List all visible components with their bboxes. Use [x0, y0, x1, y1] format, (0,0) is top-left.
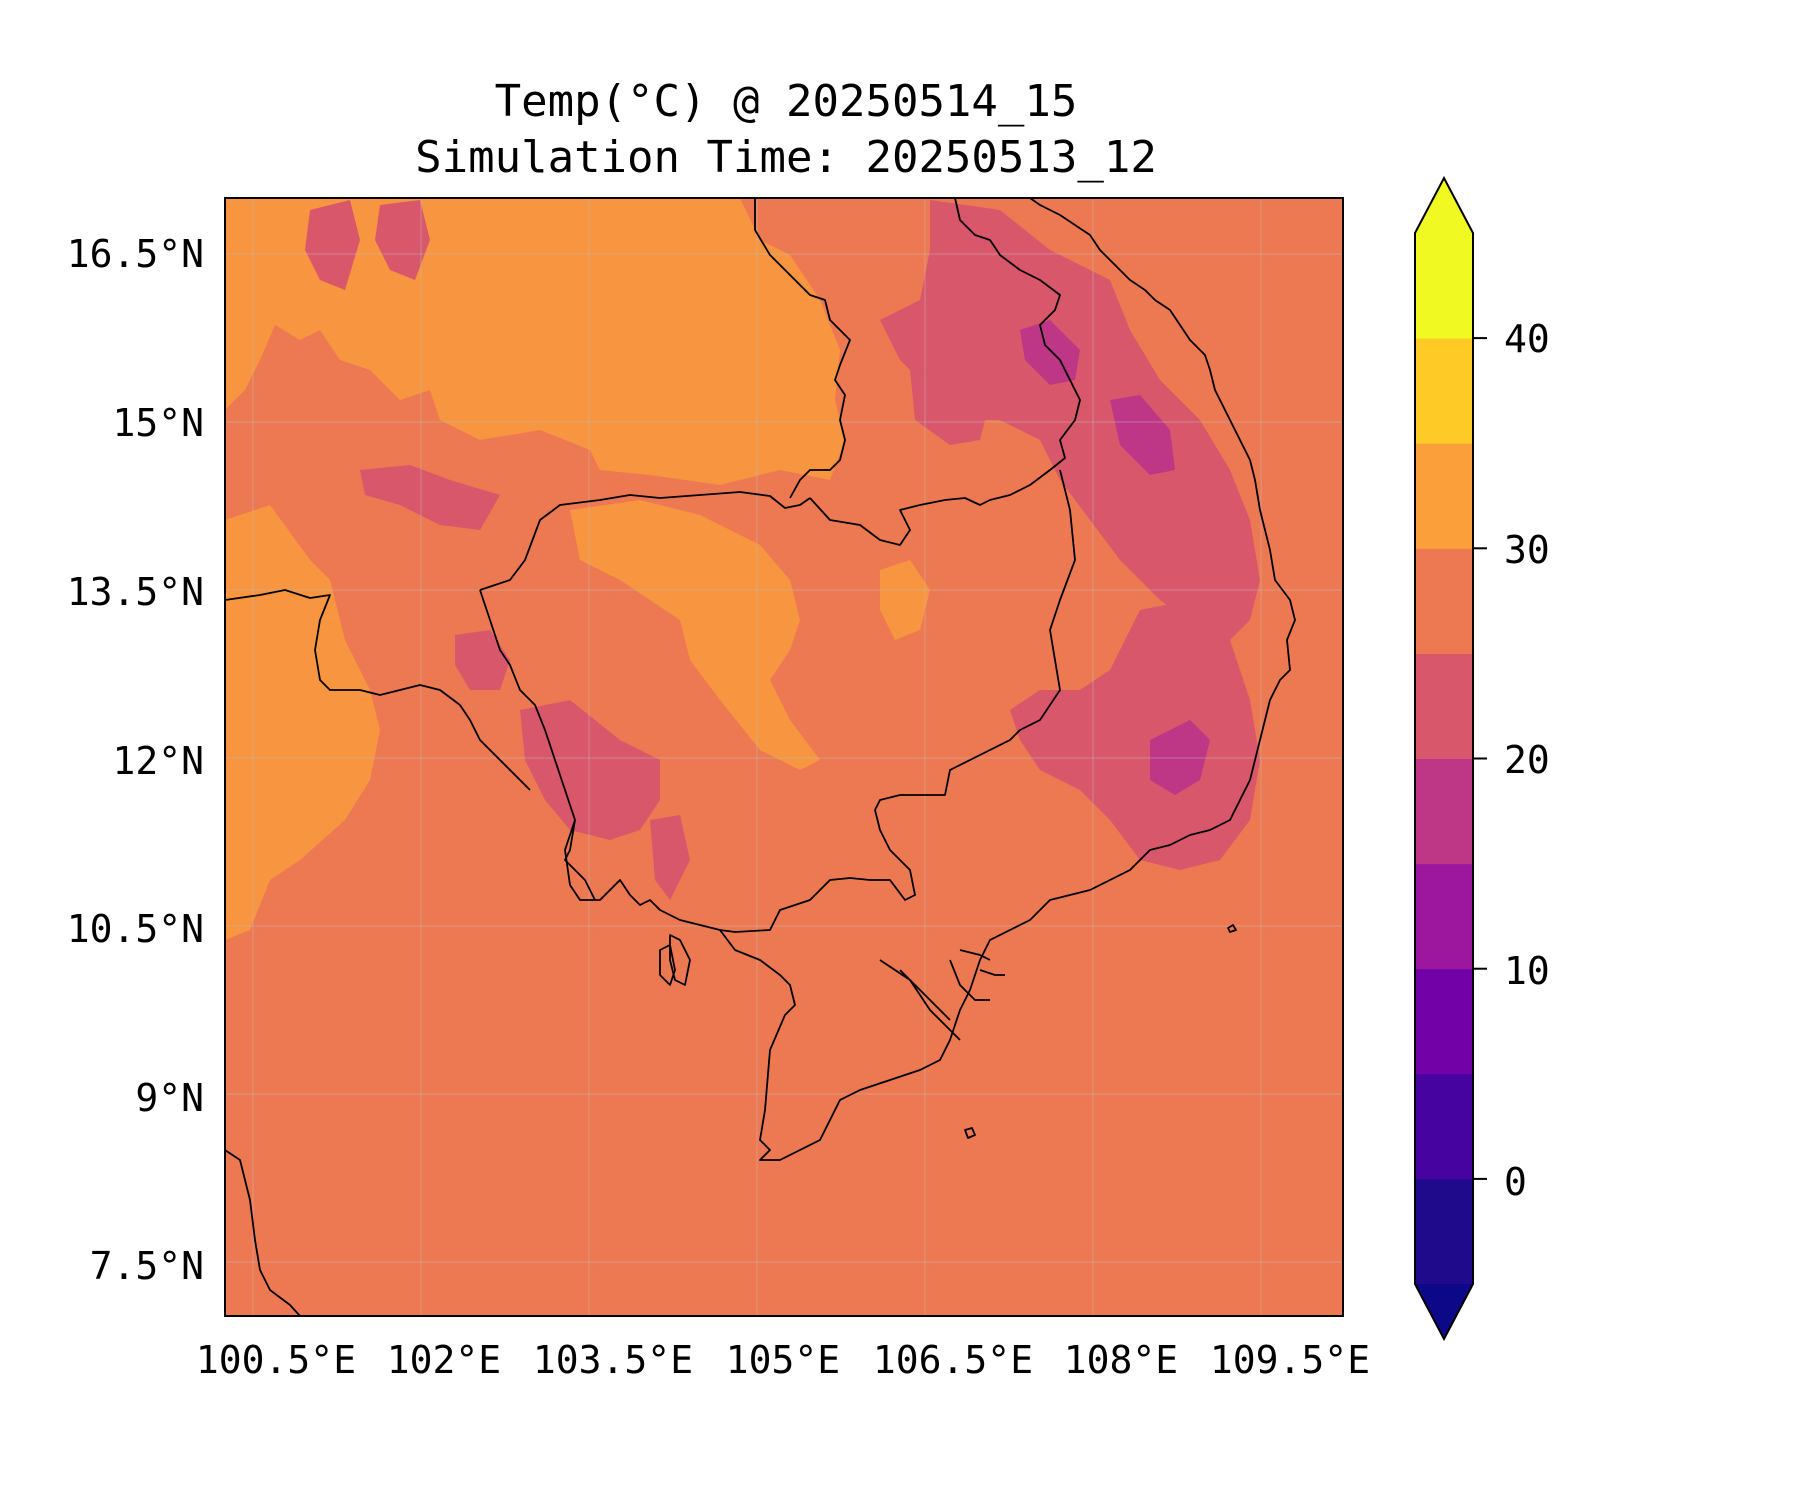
x-tick-label: 100.5°E — [196, 1338, 356, 1382]
temperature-regions-15-20 — [1020, 320, 1210, 795]
region-laos-plateau-cool — [910, 365, 990, 445]
x-tick-label: 102°E — [387, 1338, 501, 1382]
y-tick-label: 16.5°N — [67, 232, 204, 276]
region-north-thailand-laos-warm — [225, 198, 845, 485]
colorbar-segment — [1415, 653, 1473, 759]
colorbar-segment — [1415, 548, 1473, 654]
y-axis-labels: 16.5°N 15°N 13.5°N 12°N 10.5°N 9°N 7.5°N — [67, 232, 204, 1288]
y-tick-label: 7.5°N — [90, 1244, 204, 1288]
temperature-regions-20-25 — [305, 200, 1260, 900]
title-line-2: Simulation Time: 20250513_12 — [415, 132, 1157, 183]
colorbar-tick-label: 0 — [1504, 1160, 1527, 1204]
region-highlands-coldest — [1150, 720, 1210, 795]
island-small-2 — [1227, 924, 1237, 933]
y-tick-label: 15°N — [112, 401, 204, 445]
y-tick-label: 13.5°N — [67, 570, 204, 614]
x-axis-labels: 100.5°E 102°E 103.5°E 105°E 106.5°E 108°… — [196, 1338, 1370, 1382]
region-west-cool-small — [455, 630, 510, 690]
region-cardamom-cool — [520, 700, 660, 840]
cambodia-vietnam-south-border — [719, 469, 1076, 933]
colorbar-tick-label: 40 — [1504, 317, 1550, 361]
colorbar-tick-labels: 40 30 20 10 0 — [1504, 317, 1550, 1204]
colorbar-extend-under — [1415, 1284, 1473, 1339]
cambodia-west-border — [479, 589, 576, 821]
y-tick-label: 12°N — [112, 739, 204, 783]
colorbar-segment — [1415, 758, 1473, 865]
colorbar — [1414, 175, 1487, 1342]
y-tick-label: 10.5°N — [67, 907, 204, 951]
island-koh-kong — [659, 944, 676, 986]
colorbar-tick-label: 10 — [1504, 949, 1550, 993]
cambodia-laos-vietnam-border — [809, 198, 1081, 546]
map-frame — [224, 197, 1344, 1317]
colorbar-segment — [1415, 863, 1473, 970]
region-small-warm-patch — [880, 560, 930, 640]
island-small-1 — [964, 1127, 976, 1139]
gulf-of-thailand-coast — [564, 198, 1296, 1161]
colorbar-extend-over — [1415, 178, 1473, 233]
x-tick-label: 105°E — [726, 1338, 840, 1382]
region-west-thailand-warm — [225, 505, 380, 940]
colorbar-tick-label: 30 — [1504, 528, 1550, 572]
island-phuquoc — [669, 934, 691, 986]
region-annamite-cool — [880, 200, 1260, 640]
coastlines-borders — [225, 198, 1296, 1316]
thailand-west-coast — [225, 589, 531, 791]
y-tick-label: 9°N — [135, 1076, 204, 1120]
colorbar-outline — [1414, 175, 1474, 1342]
map-panel — [225, 198, 1343, 1316]
laos-thailand-mekong-border — [754, 198, 851, 499]
colorbar-segment — [1415, 1178, 1473, 1285]
temperature-regions-30-35 — [225, 198, 930, 940]
thailand-east-coast — [564, 819, 596, 901]
myanmar-malay-coast — [225, 1149, 301, 1316]
colorbar-segment — [1415, 233, 1473, 339]
region-north-laos-cool-1 — [305, 200, 360, 290]
region-central-highlands-cool — [1010, 600, 1260, 870]
colorbar-segment — [1415, 338, 1473, 444]
x-tick-label: 109.5°E — [1210, 1338, 1370, 1382]
gridlines — [225, 198, 1343, 1316]
region-cambodia-central-warm — [570, 500, 820, 770]
region-north-laos-cool-2 — [375, 200, 430, 280]
mekong-delta-channels — [879, 949, 1005, 1041]
x-tick-label: 106.5°E — [873, 1338, 1033, 1382]
x-tick-label: 103.5°E — [533, 1338, 693, 1382]
title-line-1: Temp(°C) @ 20250514_15 — [495, 76, 1078, 127]
thailand-cambodia-border — [479, 491, 811, 591]
region-annamite-coldest-2 — [1110, 395, 1175, 475]
colorbar-tick-label: 20 — [1504, 738, 1550, 782]
x-tick-label: 108°E — [1064, 1338, 1178, 1382]
region-thai-plateau-cool — [360, 465, 500, 530]
colorbar-segment — [1415, 1073, 1473, 1180]
region-cardamom-cool-2 — [650, 815, 690, 900]
colorbar-segment — [1415, 443, 1473, 549]
colorbar-segment — [1415, 968, 1473, 1075]
